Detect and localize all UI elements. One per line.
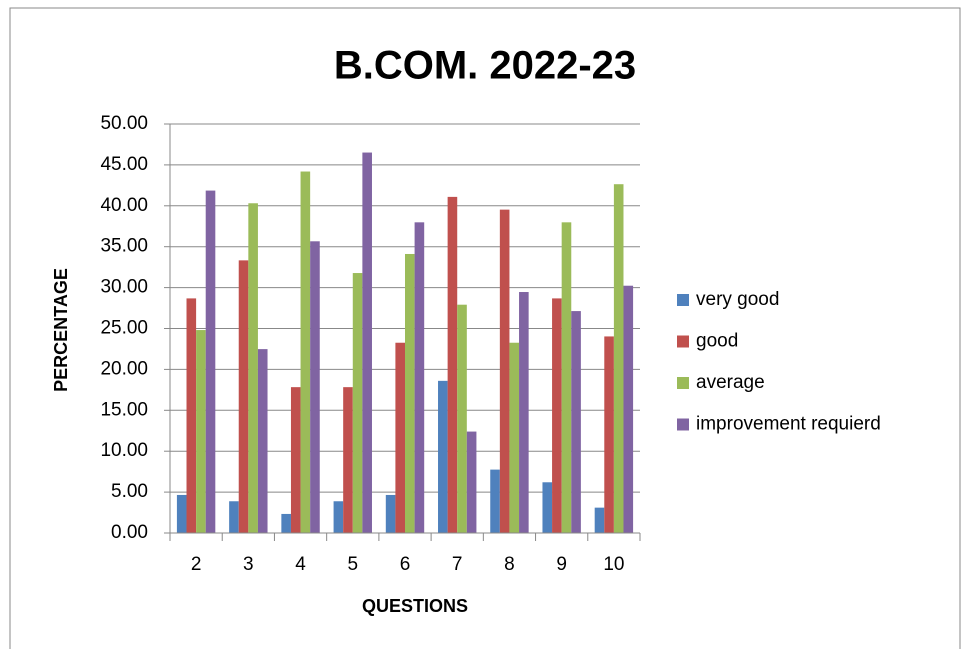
bar (571, 311, 581, 533)
bar (623, 285, 634, 533)
bar (290, 387, 301, 533)
bar (438, 380, 448, 533)
bar (594, 507, 605, 533)
bar (186, 298, 197, 533)
x-tick-label: 9 (556, 554, 567, 575)
y-tick-label: 25.00 (100, 318, 148, 339)
bar (343, 387, 353, 533)
y-tick-label: 50.00 (100, 113, 148, 134)
x-tick-label: 7 (452, 554, 463, 575)
bar (196, 330, 206, 533)
x-axis-label: QUESTIONS (362, 596, 468, 616)
x-tick-label: 6 (400, 554, 411, 575)
bar (229, 501, 239, 533)
y-tick-label: 45.00 (100, 154, 148, 175)
bar (352, 273, 363, 533)
bar (457, 304, 467, 533)
y-tick-label: 15.00 (100, 399, 148, 420)
bar (447, 196, 458, 534)
x-tick-label: 8 (504, 554, 515, 575)
bar (542, 482, 553, 533)
y-tick-label: 40.00 (100, 195, 148, 216)
bar (333, 501, 344, 533)
x-tick-label: 2 (191, 554, 202, 575)
x-tick-label: 5 (347, 554, 358, 575)
bar (509, 342, 520, 533)
legend-swatch (677, 418, 689, 431)
bar (238, 260, 249, 533)
legend-label: improvement requierd (696, 414, 881, 435)
bar (490, 469, 500, 533)
y-tick-label: 35.00 (100, 236, 148, 257)
bar (466, 431, 477, 533)
legend-swatch (677, 335, 689, 348)
y-tick-label: 0.00 (111, 522, 148, 543)
chart-title: B.COM. 2022-23 (334, 44, 636, 88)
bar (385, 494, 396, 533)
y-tick-label: 30.00 (100, 277, 148, 298)
y-tick-label: 10.00 (100, 440, 148, 461)
legend-swatch (677, 377, 689, 389)
bar (300, 171, 311, 533)
legend-label: very good (696, 289, 779, 310)
bar (561, 222, 572, 533)
bar (414, 222, 425, 533)
y-axis-label: PERCENTAGE (51, 268, 71, 392)
bar (604, 336, 614, 533)
legend-swatch (677, 294, 689, 306)
legend-label: good (696, 331, 738, 352)
bar (499, 209, 510, 534)
bar (176, 494, 187, 533)
y-tick-label: 20.00 (100, 358, 148, 379)
bar (310, 241, 320, 533)
bar (552, 298, 562, 533)
bar (205, 190, 216, 533)
x-tick-label: 4 (295, 554, 306, 575)
bar (405, 253, 415, 533)
bar (257, 349, 268, 533)
bar (281, 513, 291, 533)
x-tick-label: 3 (243, 554, 254, 575)
bar (519, 292, 529, 533)
bar (362, 152, 372, 533)
legend-label: average (696, 372, 765, 393)
bar (395, 342, 405, 533)
bar (248, 203, 258, 533)
x-tick-label: 10 (603, 554, 624, 575)
y-tick-label: 5.00 (111, 481, 148, 502)
bar (613, 184, 624, 533)
